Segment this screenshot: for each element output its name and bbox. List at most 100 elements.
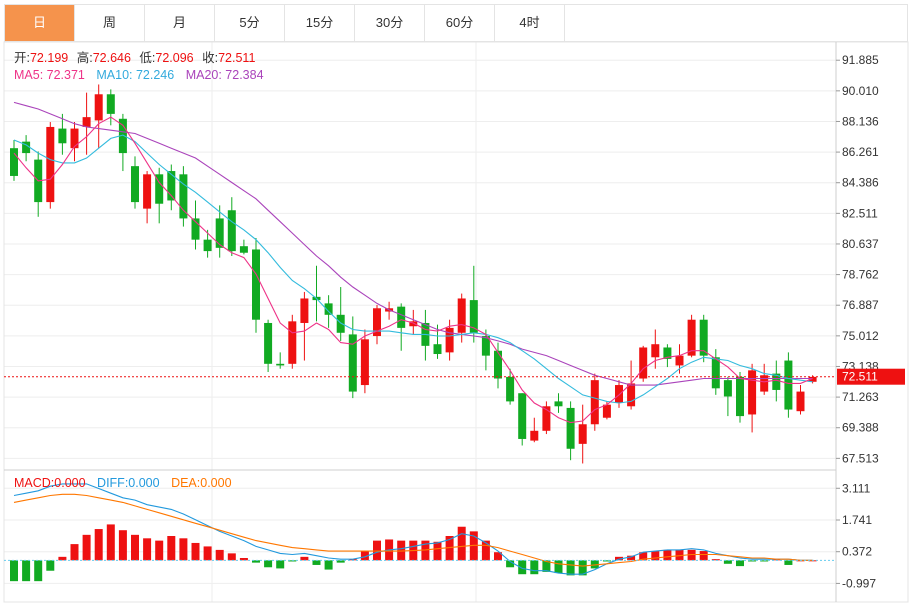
candle [639, 345, 648, 382]
dea-line [13, 493, 813, 567]
ma10-legend: MA10: 72.246 [96, 68, 174, 82]
grid-lines [4, 42, 836, 602]
macd-bar [10, 560, 18, 582]
y-tick-label: 91.885 [842, 53, 879, 67]
candle [143, 171, 152, 224]
candle [373, 305, 381, 345]
macd-histogram [10, 524, 817, 582]
macd-bar [615, 556, 623, 561]
macd-bar [421, 540, 430, 561]
macd-bar [22, 560, 31, 582]
candle [360, 329, 369, 394]
macd-bar [276, 560, 285, 569]
macd-bar [723, 560, 732, 564]
period-tabs: 日 周 月 5分 15分 30分 60分 4时 [4, 4, 908, 42]
candle [82, 92, 91, 155]
macd-bar [602, 560, 611, 562]
candle [215, 205, 224, 258]
macd-bar [784, 560, 793, 565]
tab-15min[interactable]: 15分 [285, 5, 355, 41]
candle [760, 363, 769, 395]
candle [191, 200, 200, 250]
macd-bar [203, 546, 212, 561]
y-tick-label: 80.637 [842, 237, 879, 251]
macd-bar [687, 549, 696, 561]
candle [494, 342, 502, 389]
macd-bar [155, 540, 164, 561]
candle [155, 167, 164, 224]
candle [10, 140, 18, 181]
macd-bar [324, 560, 333, 570]
candle [433, 324, 442, 359]
macd-bar [167, 536, 176, 561]
macd-bar [118, 530, 127, 561]
ma5-legend: MA5: 72.371 [14, 68, 85, 82]
candle [748, 363, 757, 433]
macd-bar [300, 556, 309, 561]
macd-bar [312, 560, 321, 565]
ma20-line [13, 101, 813, 386]
candle [167, 164, 176, 211]
y-tick-label: 75.012 [842, 329, 879, 343]
macd-bar [191, 542, 200, 561]
last-price-tag: 72.511 [837, 368, 905, 385]
candle [723, 376, 732, 417]
candle [288, 314, 297, 369]
macd-bar [748, 560, 757, 562]
macd-y-axis: 3.111 1.741 0.372 -0.997 [836, 481, 876, 590]
macd-bar [675, 549, 684, 561]
macd-bar [530, 560, 539, 575]
diff-value: DIFF:0.000 [97, 476, 160, 490]
y-tick-label: 67.513 [842, 451, 879, 465]
candle [530, 417, 539, 443]
macd-bar [554, 560, 563, 574]
tab-4hour[interactable]: 4时 [495, 5, 565, 41]
candle [118, 113, 127, 172]
y-tick-label: 84.386 [842, 176, 879, 190]
candle [615, 380, 623, 408]
candle [506, 368, 515, 405]
candle [566, 401, 575, 461]
tab-week[interactable]: 周 [75, 5, 145, 41]
macd-bar [457, 526, 466, 561]
ohlc-legend: 开:72.199 高:72.646 低:72.096 收:72.511 [14, 50, 255, 65]
macd-bar [711, 559, 720, 561]
macd-bar [651, 551, 660, 561]
macd-bar [106, 524, 115, 561]
macd-tick-label: 3.111 [842, 481, 871, 495]
candle [736, 371, 744, 423]
candle [590, 373, 599, 431]
candle [578, 404, 587, 464]
candle [58, 113, 67, 155]
candle [772, 360, 781, 402]
macd-bar [252, 560, 260, 563]
macd-tick-label: 0.372 [842, 545, 872, 559]
tab-month[interactable]: 月 [145, 5, 215, 41]
candle [106, 89, 115, 126]
tab-day[interactable]: 日 [5, 5, 75, 41]
candle [518, 393, 527, 446]
macd-bar [82, 534, 91, 561]
macd-bar [227, 553, 236, 561]
candle [651, 329, 660, 369]
candle [554, 393, 563, 413]
macd-bar [46, 560, 55, 571]
tab-60min[interactable]: 60分 [425, 5, 495, 41]
macd-bar [131, 534, 139, 561]
macd-bar [34, 560, 43, 582]
macd-bar [360, 551, 369, 561]
macd-bar [699, 551, 708, 561]
candle [252, 238, 260, 333]
macd-bar [179, 538, 188, 561]
candle [264, 319, 273, 372]
candle [348, 316, 357, 399]
candle [699, 314, 708, 363]
macd-bar [433, 541, 442, 561]
tab-5min[interactable]: 5分 [215, 5, 285, 41]
macd-legend: MACD:0.000 DIFF:0.000 DEA:0.000 [14, 476, 232, 490]
candle [469, 265, 478, 343]
y-tick-label: 78.762 [842, 268, 879, 282]
candle [131, 156, 139, 209]
tab-30min[interactable]: 30分 [355, 5, 425, 41]
